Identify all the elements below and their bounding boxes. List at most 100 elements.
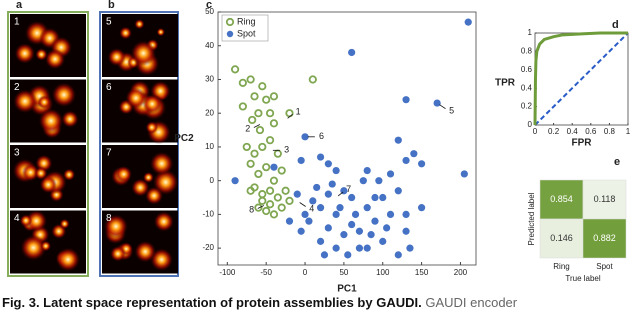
blob (145, 121, 159, 134)
point (363, 166, 371, 175)
y-tick-label: 0 (210, 176, 215, 185)
blob (145, 186, 164, 205)
point (386, 170, 395, 178)
point (410, 150, 418, 158)
blob (150, 248, 174, 272)
point (394, 251, 402, 259)
blob (110, 245, 126, 262)
blob (20, 234, 47, 261)
point (363, 204, 371, 212)
point (246, 186, 255, 195)
panel-frame (99, 11, 179, 277)
x-tick-label: 100 (376, 268, 390, 277)
blob (131, 178, 150, 197)
blob (59, 218, 70, 229)
x-tick-label: 150 (415, 268, 429, 277)
point (254, 109, 263, 118)
blob (149, 151, 174, 176)
roc-curve (533, 31, 628, 126)
annotation: 4 (309, 203, 314, 213)
point (402, 96, 410, 104)
point (332, 244, 340, 252)
point (285, 196, 294, 206)
tile-label: 3 (14, 148, 20, 159)
blob (61, 110, 79, 128)
blob (19, 214, 33, 227)
x-tick-label: 0.4 (567, 127, 579, 136)
y-axis-label: TPR (495, 78, 516, 89)
tile-label: 2 (14, 82, 20, 93)
y-tick-label: 30 (205, 75, 214, 84)
point (348, 220, 356, 229)
blob (142, 171, 154, 183)
tile-label: 1 (14, 17, 20, 28)
cell (539, 218, 584, 259)
point (262, 163, 271, 172)
point (273, 149, 282, 158)
point (281, 186, 290, 195)
point (301, 210, 309, 218)
blob (103, 214, 129, 239)
point (316, 204, 325, 212)
point (371, 217, 379, 225)
point (277, 203, 286, 212)
point (402, 156, 410, 165)
point (344, 251, 352, 259)
cell (582, 218, 627, 259)
point (363, 244, 371, 252)
point (324, 224, 332, 232)
point (328, 180, 336, 188)
point (386, 210, 395, 218)
point (258, 82, 267, 91)
point (402, 210, 410, 218)
panel-label: e (614, 156, 620, 168)
point (433, 99, 441, 107)
point (269, 210, 279, 219)
point (269, 92, 279, 101)
point (402, 227, 410, 235)
point (248, 115, 257, 125)
point (270, 163, 278, 171)
y-axis-label: Predicted label (527, 192, 536, 245)
point (265, 109, 275, 118)
point (277, 166, 286, 175)
annotation-arrow (299, 202, 306, 207)
point (309, 197, 317, 205)
y-tick-label: 0.2 (521, 102, 533, 111)
point (265, 200, 275, 209)
blob (56, 247, 81, 272)
point (332, 210, 340, 218)
point (246, 75, 255, 84)
point (238, 78, 247, 87)
y-tick-label: 50 (205, 7, 214, 16)
point (375, 177, 383, 185)
blob (115, 165, 133, 183)
blob (156, 27, 165, 37)
blob (13, 89, 37, 114)
annotation: 1 (296, 106, 301, 116)
point (262, 95, 271, 104)
x-axis-label: FPR (572, 138, 593, 149)
tile-label: 7 (106, 148, 112, 159)
point (355, 227, 364, 235)
point (255, 125, 265, 135)
annotation: 2 (245, 124, 250, 134)
axes-box (217, 11, 477, 266)
point (285, 217, 294, 225)
legend-label: Spot (237, 28, 256, 38)
annotation-arrow (287, 114, 293, 119)
point (250, 92, 259, 101)
point (324, 160, 332, 168)
point (316, 237, 325, 245)
cell (582, 179, 627, 220)
annotation-arrow (257, 205, 264, 209)
tile-label: 8 (106, 213, 112, 224)
panel-label: a (16, 0, 23, 11)
cell-label: 0.146 (550, 233, 573, 243)
blob (38, 108, 64, 134)
point (355, 244, 364, 252)
cell-label: 0.854 (550, 194, 573, 204)
blob (125, 87, 147, 109)
point (254, 203, 263, 212)
